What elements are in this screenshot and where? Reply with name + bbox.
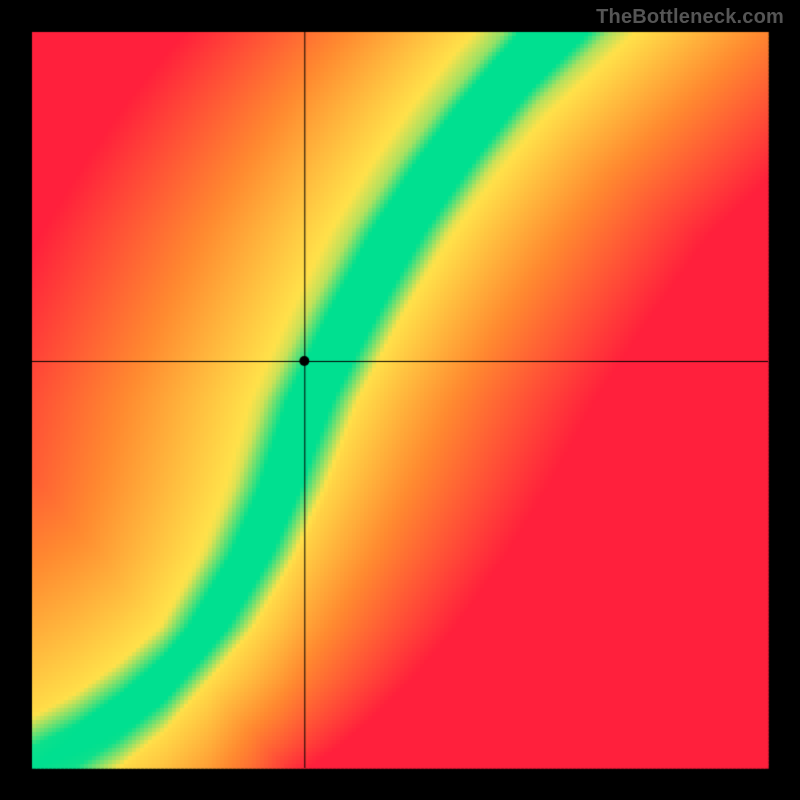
chart-container: TheBottleneck.com (0, 0, 800, 800)
watermark-text: TheBottleneck.com (596, 6, 784, 29)
heatmap-canvas (0, 0, 800, 800)
